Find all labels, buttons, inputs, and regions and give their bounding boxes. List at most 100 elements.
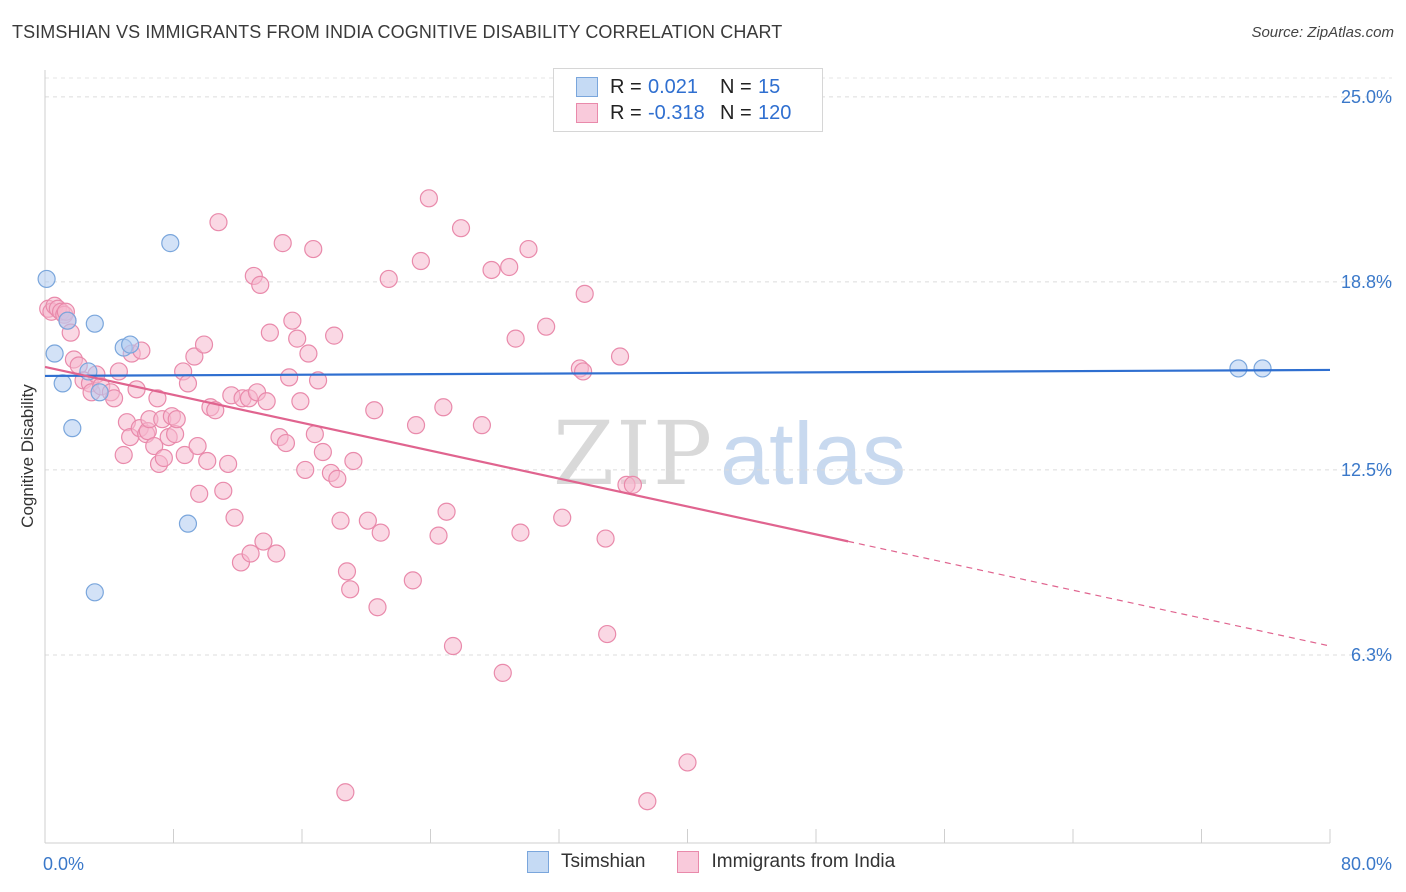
india-point xyxy=(109,362,128,381)
legend-label: Tsimshian xyxy=(561,851,646,872)
india-point xyxy=(257,392,276,411)
trend-line-dashed xyxy=(847,540,1331,647)
india-point xyxy=(553,508,572,527)
tsimshian-point xyxy=(85,314,104,333)
india-point xyxy=(313,442,332,462)
tick-labels: 25.0% 18.8% 12.5% 6.3% 0.0% 80.0% xyxy=(43,87,1392,874)
india-point xyxy=(358,511,377,530)
y-tick-label: 6.3% xyxy=(1351,645,1392,665)
tsimshian-point xyxy=(37,269,56,289)
india-point xyxy=(451,219,471,238)
india-point xyxy=(305,425,324,444)
series-tsimshian-points xyxy=(37,234,1272,602)
india-point xyxy=(145,436,164,456)
tsimshian-point xyxy=(53,374,72,393)
legend-swatch-pink xyxy=(677,851,700,873)
india-point xyxy=(506,329,525,348)
trend-line-solid xyxy=(44,368,1331,378)
axes xyxy=(44,70,1331,844)
india-point xyxy=(308,371,328,390)
india-point xyxy=(288,329,307,348)
india-point xyxy=(406,416,426,435)
tsimshian-point xyxy=(58,311,77,330)
india-point xyxy=(127,380,146,399)
tsimshian-point xyxy=(161,234,180,253)
tsimshian-point xyxy=(45,344,64,363)
india-point xyxy=(328,469,347,488)
india-point xyxy=(610,347,630,366)
india-point xyxy=(280,368,299,387)
legend-item-immigrants-india[interactable]: Immigrants from India xyxy=(677,851,895,873)
india-point xyxy=(325,326,344,345)
india-point xyxy=(379,269,398,289)
india-point xyxy=(623,475,642,494)
india-point xyxy=(167,410,186,429)
india-point xyxy=(575,284,594,303)
india-point xyxy=(341,580,360,599)
india-point xyxy=(225,508,244,527)
india-point xyxy=(337,562,357,581)
india-point xyxy=(596,529,615,548)
x-tick-label: 0.0% xyxy=(43,854,84,874)
y-tick-label: 12.5% xyxy=(1341,460,1392,480)
tsimshian-point xyxy=(90,383,109,402)
india-point xyxy=(638,792,657,811)
series-legend: Tsimshian Immigrants from India xyxy=(527,851,927,873)
india-point xyxy=(598,624,617,644)
india-point xyxy=(251,275,270,294)
india-point xyxy=(371,523,390,542)
india-point xyxy=(368,598,387,617)
india-point xyxy=(148,389,167,408)
india-point xyxy=(267,544,286,563)
india-point xyxy=(678,753,697,772)
india-point xyxy=(304,239,323,259)
india-point xyxy=(403,571,422,590)
india-point xyxy=(188,436,207,456)
india-point xyxy=(434,398,453,417)
india-point xyxy=(429,526,448,545)
chart-title: TSIMSHIAN VS IMMIGRANTS FROM INDIA COGNI… xyxy=(12,22,783,42)
india-point xyxy=(537,317,556,336)
india-point xyxy=(472,416,491,435)
india-point xyxy=(344,451,363,471)
y-tick-label: 18.8% xyxy=(1341,272,1392,292)
stats-legend: R = 0.021 N = 15 R = -0.318 N = 120 xyxy=(553,68,823,132)
india-point xyxy=(209,213,228,232)
india-point xyxy=(511,523,530,542)
india-point xyxy=(214,481,233,500)
legend-r-label: R = xyxy=(610,101,642,124)
india-point xyxy=(185,347,204,366)
india-point xyxy=(154,448,173,468)
tsimshian-point xyxy=(178,514,198,533)
india-point xyxy=(254,532,273,551)
india-point xyxy=(198,451,217,471)
india-point xyxy=(411,251,430,271)
source-credit: Source: ZipAtlas.com xyxy=(1251,24,1394,41)
india-point xyxy=(241,544,260,563)
india-point xyxy=(114,445,133,465)
legend-r-value: 0.021 xyxy=(648,75,699,98)
legend-item-tsimshian[interactable]: Tsimshian xyxy=(527,851,645,873)
india-point xyxy=(178,374,198,393)
series-immigrants-india-points xyxy=(39,189,697,811)
india-point xyxy=(443,636,463,656)
tsimshian-point xyxy=(1253,359,1272,378)
legend-n-value: 120 xyxy=(758,101,792,124)
legend-swatch-pink xyxy=(576,103,598,123)
legend-row-india: R = -0.318 N = 120 xyxy=(576,100,791,126)
tsimshian-point xyxy=(63,419,82,438)
legend-n-label: N = xyxy=(720,101,752,124)
y-tick-label: 25.0% xyxy=(1341,87,1392,107)
india-point xyxy=(500,257,519,277)
india-point xyxy=(336,783,355,802)
y-axis-label: Cognitive Disability xyxy=(18,384,37,528)
trend-lines xyxy=(44,365,1331,647)
tsimshian-point xyxy=(121,335,140,354)
india-point xyxy=(482,260,501,280)
india-point xyxy=(260,323,279,342)
legend-n-value: 15 xyxy=(758,75,781,98)
india-point xyxy=(276,433,296,453)
trend-line-solid xyxy=(44,365,849,543)
india-point xyxy=(331,511,350,530)
